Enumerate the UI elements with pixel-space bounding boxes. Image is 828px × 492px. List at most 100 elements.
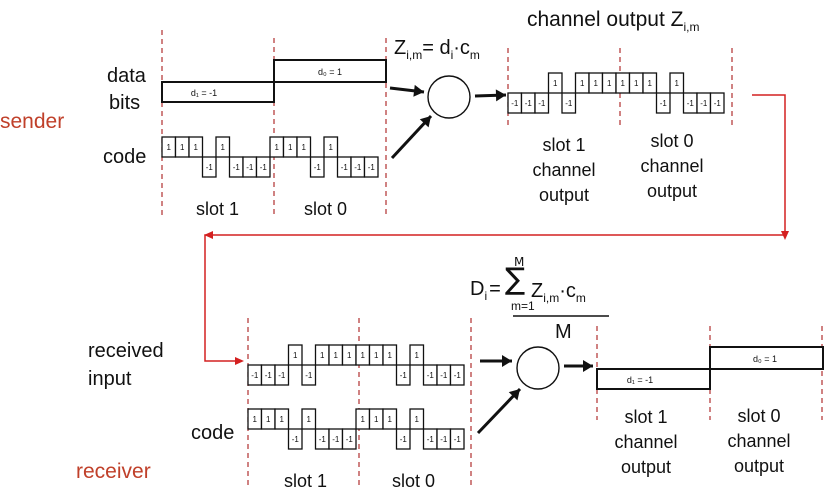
sender-code-slot1-chip-3 bbox=[201, 156, 217, 178]
slot1-channel-output-top: slot 1 channel output bbox=[532, 135, 596, 205]
decoding-formula-lhs: Di = bbox=[470, 278, 501, 303]
channel-output-slot0-chip-label-2: 1 bbox=[648, 79, 653, 88]
channel-output-title: channel output Zi,m bbox=[527, 8, 700, 34]
sender-code-slot1-chip-label-5: -1 bbox=[233, 163, 241, 172]
slot1-channel-output-bottom: slot 1 channel output bbox=[614, 407, 678, 477]
receiver-code-slot1-chip-4 bbox=[301, 408, 317, 430]
received-input-slot0-chip-label-6: -1 bbox=[440, 371, 448, 380]
received-input-slot0-chip-label-1: 1 bbox=[374, 351, 379, 360]
receiver-code-slot1-chip-label-6: -1 bbox=[332, 435, 340, 444]
channel-output-slot0-chip-7 bbox=[709, 92, 725, 114]
received-input-slot1-chip-label-3: 1 bbox=[293, 351, 298, 360]
decoding-formula-body: Zi,m·cm bbox=[531, 280, 586, 305]
receiver-code-slot1-chip-label-3: -1 bbox=[292, 435, 300, 444]
received-input-slot0-chip-label-3: -1 bbox=[400, 371, 408, 380]
sender-code-slot1-chip-2 bbox=[188, 136, 204, 158]
encoding-formula: Zi,m= di·cm bbox=[394, 37, 480, 62]
code-label-sender: code bbox=[103, 146, 147, 168]
channel-output-slot0-chip-2 bbox=[642, 72, 658, 94]
sender-code-slot1-chip-label-6: -1 bbox=[246, 163, 254, 172]
decoding-denominator: M bbox=[555, 321, 572, 343]
receiver-code-slot1-chip-label-2: 1 bbox=[280, 415, 285, 424]
channel-output-slot0-chip-label-7: -1 bbox=[714, 99, 722, 108]
encoder-multiplier-circle bbox=[427, 75, 471, 119]
channel-output-slot0-chip-label-1: 1 bbox=[634, 79, 639, 88]
sender-code-slot0-chip-label-7: -1 bbox=[368, 163, 376, 172]
channel-output-slot1-chip-2 bbox=[534, 92, 550, 114]
received-input-slot0-chip-label-5: -1 bbox=[427, 371, 435, 380]
slot0-channel-output-top: slot 0 channel output bbox=[640, 131, 704, 201]
arrow-bits-to-multiplier-head bbox=[413, 84, 424, 97]
sender-code-slot1-chip-label-7: -1 bbox=[260, 163, 268, 172]
received-input-slot0-chip-label-7: -1 bbox=[454, 371, 462, 380]
received-input-slot1-chip-3 bbox=[287, 344, 303, 366]
received-input-slot1-chip-label-1: -1 bbox=[265, 371, 273, 380]
receiver-code-slot0-chip-label-1: 1 bbox=[374, 415, 379, 424]
receiver-code-slot0-chip-3 bbox=[395, 428, 411, 450]
channel-output-slot1-chip-3 bbox=[547, 72, 563, 94]
slot0-label-receiver: slot 0 bbox=[392, 471, 436, 491]
decoder-multiplier-circle bbox=[516, 346, 560, 390]
receiver-code-slot0-chip-label-3: -1 bbox=[400, 435, 408, 444]
channel-output-slot1-chip-label-0: -1 bbox=[511, 99, 519, 108]
channel-output-slot0-chip-label-4: 1 bbox=[675, 79, 680, 88]
channel-output-slot0-chip-4 bbox=[669, 72, 685, 94]
received-input-slot1-chip-label-0: -1 bbox=[251, 371, 259, 380]
arrow-decoder-to-output-head bbox=[583, 360, 593, 372]
channel-output-slot0-chip-label-5: -1 bbox=[687, 99, 695, 108]
sender-code-slot0-chip-7 bbox=[363, 156, 379, 178]
decoded-d0-text: d₀ = 1 bbox=[753, 354, 777, 364]
receiver-code-slot0-chip-label-6: -1 bbox=[440, 435, 448, 444]
received-input-slot0-chip-4 bbox=[409, 344, 425, 366]
sender-code-slot0-chip-2 bbox=[296, 136, 312, 158]
receiver-code-slot0-chip-label-4: 1 bbox=[415, 415, 420, 424]
channel-output-slot1-chip-label-2: -1 bbox=[538, 99, 546, 108]
sender-code-slot1-chip-label-3: -1 bbox=[206, 163, 214, 172]
sender-code-slot0-chip-label-0: 1 bbox=[275, 143, 280, 152]
sender-label: sender bbox=[0, 110, 65, 133]
sum-sigma: ∑ bbox=[505, 262, 526, 297]
received-input-slot1-chip-label-7: 1 bbox=[347, 351, 352, 360]
receiver-code-slot0-chip-label-7: -1 bbox=[454, 435, 462, 444]
sender-code-slot0-chip-label-3: -1 bbox=[314, 163, 322, 172]
sender-code-slot1-chip-label-0: 1 bbox=[167, 143, 172, 152]
received-input-slot0-chip-label-4: 1 bbox=[415, 351, 420, 360]
sender-code-slot1-chip-4 bbox=[215, 136, 231, 158]
arrow-code-to-decoder bbox=[476, 387, 522, 435]
receiver-code-slot1-chip-3 bbox=[287, 428, 303, 450]
sum-upper-limit: M bbox=[514, 255, 525, 269]
received-input-slot0-chip-7 bbox=[449, 364, 465, 386]
channel-output-slot0-chip-label-3: -1 bbox=[660, 99, 668, 108]
data-bit-d0-text: d₀ = 1 bbox=[318, 67, 342, 77]
channel-output-slot1-chip-label-7: 1 bbox=[607, 79, 612, 88]
sender-code-slot0-chip-label-6: -1 bbox=[354, 163, 362, 172]
receiver-code-slot1-chip-label-7: -1 bbox=[346, 435, 354, 444]
arrow-input-to-decoder-head bbox=[502, 355, 512, 367]
red-connector-head-left bbox=[204, 231, 213, 239]
red-connector-line bbox=[204, 94, 786, 362]
receiver-code-slot1-chip-7 bbox=[341, 428, 357, 450]
channel-output-slot1-chip-label-6: 1 bbox=[594, 79, 599, 88]
received-input-slot0-chip-2 bbox=[382, 344, 398, 366]
received-input-slot1-chip-4 bbox=[301, 364, 317, 386]
red-connector-head-down bbox=[781, 231, 789, 240]
arrow-code-to-multiplier-head bbox=[419, 116, 431, 128]
slot0-channel-output-bottom: slot 0 channel output bbox=[727, 406, 791, 476]
receiver-code-slot1-chip-2 bbox=[274, 408, 290, 430]
received-input-slot1-chip-label-4: -1 bbox=[305, 371, 313, 380]
receiver-code-slot1-chip-label-0: 1 bbox=[253, 415, 258, 424]
arrow-multiplier-to-output-head bbox=[495, 89, 506, 102]
sender-code-slot1-chip-label-4: 1 bbox=[221, 143, 226, 152]
decoded-d1-box bbox=[596, 368, 711, 390]
receiver-code-slot1-chip-label-5: -1 bbox=[319, 435, 327, 444]
received-label: received bbox=[88, 340, 164, 362]
sum-lower-limit: m=1 bbox=[511, 299, 535, 313]
sender-code-slot1-chip-label-2: 1 bbox=[194, 143, 199, 152]
channel-output-slot0-chip-label-6: -1 bbox=[700, 99, 708, 108]
receiver-code-slot1-chip-label-4: 1 bbox=[307, 415, 312, 424]
sender-code-slot0-chip-label-1: 1 bbox=[288, 143, 293, 152]
received-input-slot1-chip-label-5: 1 bbox=[320, 351, 325, 360]
data-bit-d0-box bbox=[273, 59, 387, 83]
